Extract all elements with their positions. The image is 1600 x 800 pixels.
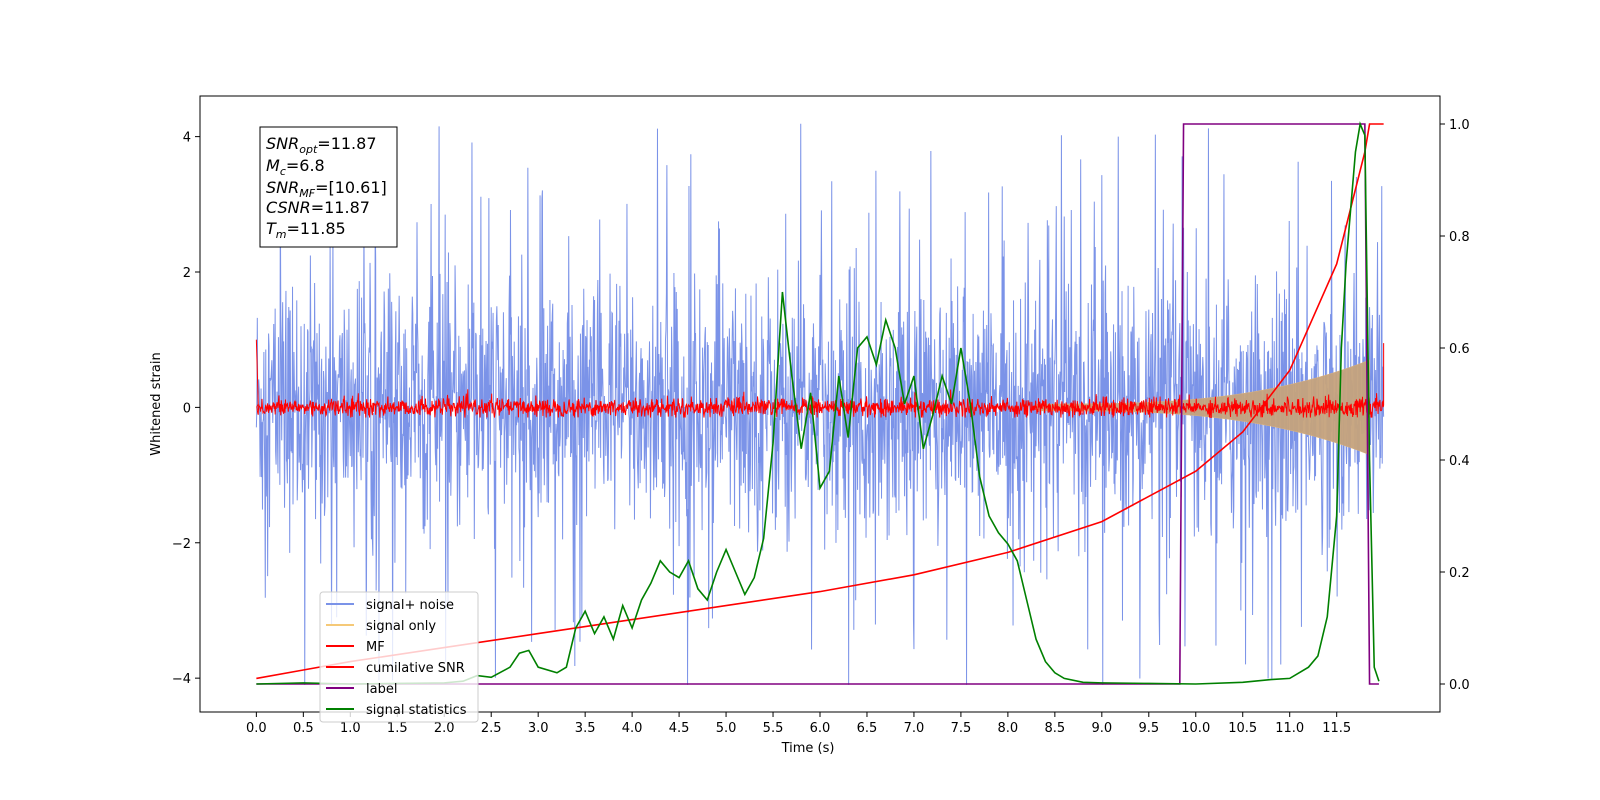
legend-label-mf: MF xyxy=(366,640,385,655)
x-tick-label: 2.5 xyxy=(481,721,502,736)
legend-frame xyxy=(319,591,479,723)
legend-entries: signal+ noise signal only MF cumilative SNR… xyxy=(326,598,467,718)
x-tick-label: 7.5 xyxy=(951,721,972,736)
y-left-tick-label: 2 xyxy=(183,266,191,281)
x-axis-ticks: 0.0 0.5 1.0 1.5 2.0 2.5 3.0 3.5 4.0 4.5 5.0 5.5 6.0 6… xyxy=(246,712,1351,736)
info-box: SNRopt=11.87 Mc=6.8 SNRMF=[10.61] CSNR=1… xyxy=(259,126,398,248)
x-tick-label: 3.0 xyxy=(528,721,549,736)
x-tick-label: 8.0 xyxy=(998,721,1019,736)
x-tick-label: 4.0 xyxy=(622,721,643,736)
x-tick-label: 4.5 xyxy=(669,721,690,736)
x-tick-label: 10.5 xyxy=(1228,721,1257,736)
x-tick-label: 6.0 xyxy=(810,721,831,736)
y-left-tick-label: 0 xyxy=(183,401,191,416)
legend-label-signal-statistics: signal statistics xyxy=(366,703,467,718)
x-axis-label: Time (s) xyxy=(781,741,835,756)
info-snr-opt: SNRopt=11.87 xyxy=(266,134,377,156)
x-tick-label: 10.0 xyxy=(1181,721,1210,736)
info-csnr: CSNR=11.87 xyxy=(266,198,370,217)
y-axis-left-label: Whitened strain xyxy=(149,352,164,455)
legend: signal+ noise signal only MF cumilative SNR… xyxy=(319,591,479,723)
x-tick-label: 5.5 xyxy=(763,721,784,736)
mf-series-line xyxy=(255,339,1385,419)
x-tick-label: 5.0 xyxy=(716,721,737,736)
info-mc: Mc=6.8 xyxy=(266,156,325,178)
y-left-tick-label: −4 xyxy=(172,672,191,687)
y-right-tick-label: 1.0 xyxy=(1449,118,1470,133)
x-tick-label: 0.0 xyxy=(246,721,267,736)
x-tick-label: 2.0 xyxy=(434,721,455,736)
x-tick-label: 6.5 xyxy=(857,721,878,736)
y-right-tick-label: 0.4 xyxy=(1449,454,1470,469)
legend-label-cumilative-snr: cumilative SNR xyxy=(366,661,465,676)
y-axis-right-ticks: 1.0 0.8 0.6 0.4 0.2 0.0 xyxy=(1440,118,1470,693)
y-left-tick-label: −2 xyxy=(172,537,191,552)
y-left-tick-label: 4 xyxy=(183,131,191,146)
x-tick-label: 3.5 xyxy=(575,721,596,736)
x-tick-label: 1.0 xyxy=(340,721,361,736)
y-right-tick-label: 0.0 xyxy=(1449,678,1470,693)
y-right-tick-label: 0.8 xyxy=(1449,230,1470,245)
info-tm: Tm=11.85 xyxy=(266,219,346,241)
x-tick-label: 1.5 xyxy=(387,721,408,736)
legend-label-label: label xyxy=(366,682,397,697)
y-right-tick-label: 0.2 xyxy=(1449,566,1470,581)
x-tick-label: 8.5 xyxy=(1045,721,1066,736)
signal-statistics-series-line xyxy=(256,121,1380,685)
info-box-frame xyxy=(259,126,398,248)
x-tick-label: 7.0 xyxy=(904,721,925,736)
legend-label-signal-noise: signal+ noise xyxy=(366,598,454,613)
legend-label-signal-only: signal only xyxy=(366,619,436,634)
y-axis-left-ticks: 4 2 0 −2 −4 xyxy=(172,131,200,687)
x-tick-label: 11.5 xyxy=(1322,721,1351,736)
x-tick-label: 0.5 xyxy=(293,721,314,736)
info-snr-mf: SNRMF=[10.61] xyxy=(266,178,387,200)
x-tick-label: 9.0 xyxy=(1091,721,1112,736)
y-right-tick-label: 0.6 xyxy=(1449,342,1470,357)
x-tick-label: 11.0 xyxy=(1275,721,1304,736)
x-tick-label: 9.5 xyxy=(1138,721,1159,736)
